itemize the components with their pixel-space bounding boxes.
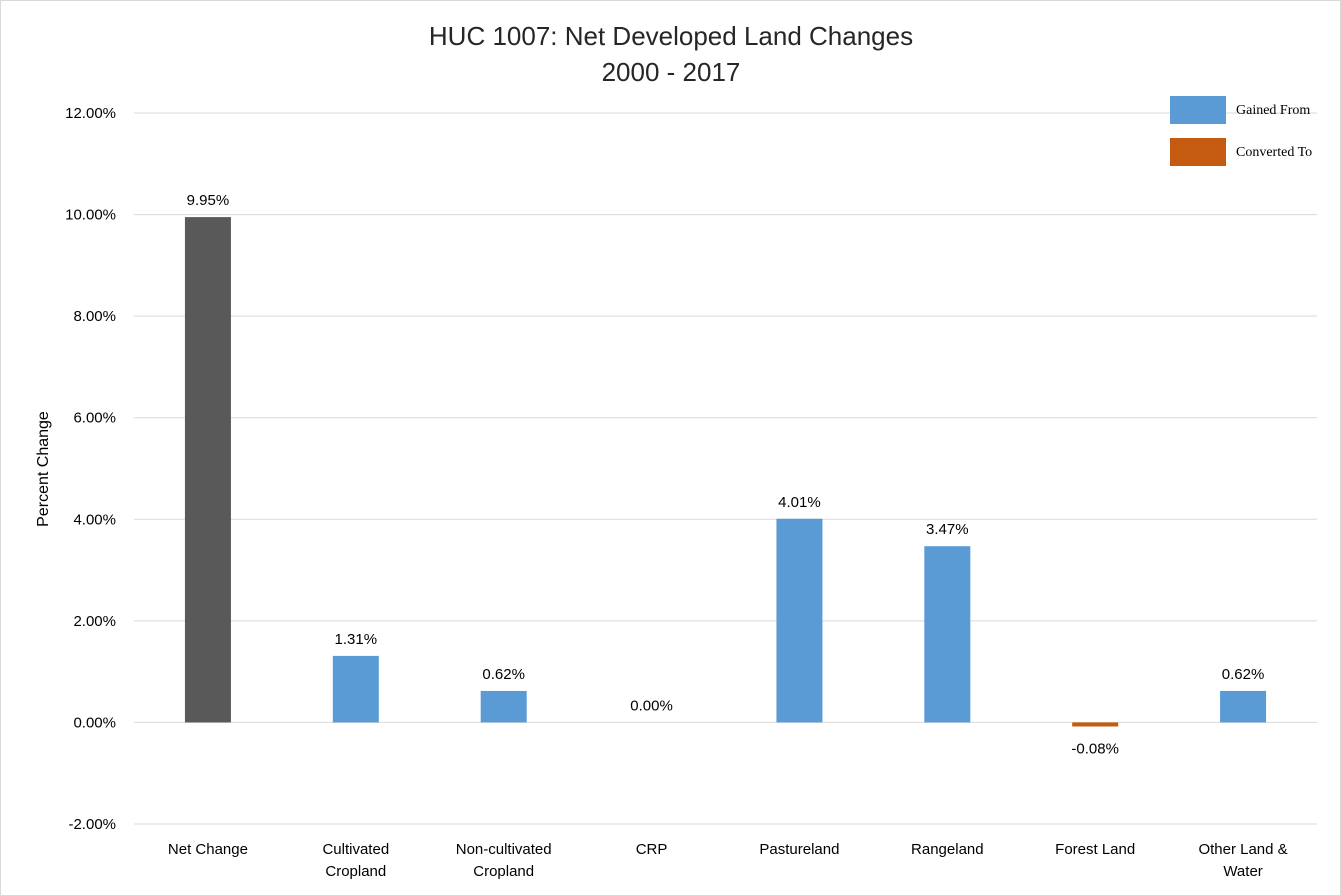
y-axis-title: Percent Change — [35, 411, 52, 527]
data-labels: 9.95% 1.31% 0.62% 0.00% 4.01% 3.47% -0.08% 0.62… — [187, 192, 1265, 757]
category-label: Forest Land — [1055, 841, 1135, 858]
category-label: Cropland — [473, 863, 534, 880]
category-label: Cultivated — [322, 841, 389, 858]
legend: Gained From Converted To — [1170, 96, 1312, 166]
bar-6 — [1072, 722, 1119, 727]
y-tick-label: 6.00% — [73, 410, 116, 427]
bar-2 — [480, 690, 527, 723]
bars — [184, 217, 1267, 727]
category-label: Water — [1223, 863, 1262, 880]
y-tick-label: 0.00% — [73, 714, 116, 731]
data-label: 0.62% — [1222, 666, 1265, 683]
bar-0 — [184, 217, 231, 723]
bar-4 — [776, 518, 823, 723]
bar-7 — [1220, 690, 1267, 723]
y-tick-label: 10.00% — [65, 207, 116, 224]
legend-swatch-gained — [1170, 96, 1226, 124]
gridlines — [134, 112, 1317, 825]
y-tick-label: 8.00% — [73, 308, 116, 325]
chart-title-line: HUC 1007: Net Developed Land Changes — [429, 21, 913, 51]
category-label: Net Change — [168, 841, 248, 858]
category-label: CRP — [636, 841, 668, 858]
chart-title: HUC 1007: Net Developed Land Changes 2000… — [429, 21, 913, 87]
y-tick-label: 4.00% — [73, 511, 116, 528]
y-tick-label: 12.00% — [65, 105, 116, 122]
data-label: 1.31% — [335, 631, 378, 648]
legend-swatch-converted — [1170, 138, 1226, 166]
category-label: Cropland — [325, 863, 386, 880]
data-label: 9.95% — [187, 192, 230, 209]
category-label: Other Land & — [1198, 841, 1287, 858]
category-label: Rangeland — [911, 841, 984, 858]
data-label: 4.01% — [778, 494, 821, 511]
data-label: 0.62% — [482, 666, 525, 683]
bar-1 — [332, 655, 379, 723]
y-axis-ticks: -2.00% 0.00% 2.00% 4.00% 6.00% 8.00% 10.00% 12.… — [65, 105, 116, 833]
legend-label-converted: Converted To — [1236, 145, 1312, 160]
category-labels: Net Change Cultivated Cropland Non-cultivat… — [168, 841, 1288, 880]
data-label: -0.08% — [1071, 740, 1119, 757]
y-tick-label: -2.00% — [68, 816, 116, 833]
category-label: Non-cultivated — [456, 841, 552, 858]
data-label: 0.00% — [630, 697, 673, 714]
category-label: Pastureland — [759, 841, 839, 858]
chart-title-line: 2000 - 2017 — [602, 57, 741, 87]
data-label: 3.47% — [926, 521, 969, 538]
bar-5 — [924, 546, 971, 723]
legend-label-gained: Gained From — [1236, 103, 1310, 118]
y-tick-label: 2.00% — [73, 613, 116, 630]
